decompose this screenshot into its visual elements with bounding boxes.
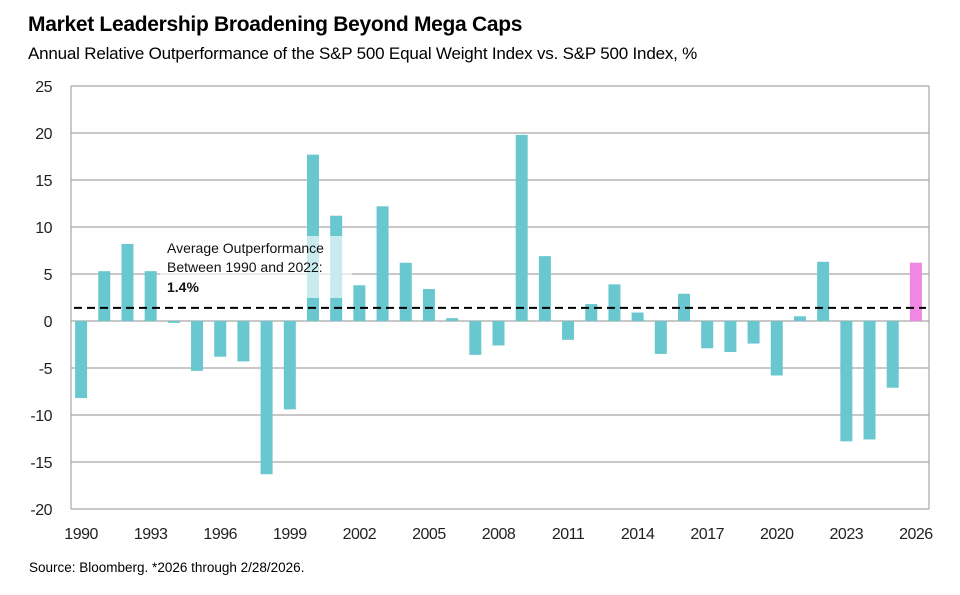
bar-2018 [724, 321, 737, 353]
annotation-background [160, 236, 352, 298]
annotation-line-1: Average Outperformance [167, 240, 324, 256]
bar-2025 [886, 321, 899, 388]
bar-2013 [608, 284, 621, 321]
x-tick-label: 1993 [134, 526, 168, 543]
x-tick-label: 1990 [64, 526, 98, 543]
bar-1991 [98, 271, 111, 321]
bar-2023 [840, 321, 853, 442]
plot-frame [70, 86, 930, 509]
chart-title: Market Leadership Broadening Beyond Mega… [28, 13, 523, 36]
bar-2011 [562, 321, 575, 340]
annotation-value: 1.4% [167, 279, 199, 295]
bar-1994 [167, 321, 180, 323]
bars [75, 134, 922, 475]
bar-2024 [863, 321, 876, 440]
bar-2021 [793, 316, 806, 321]
y-tick-label: -15 [30, 455, 52, 472]
y-tick-label: 20 [35, 126, 52, 143]
bar-2014 [631, 312, 644, 321]
bar-1993 [144, 271, 157, 321]
bar-1997 [237, 321, 250, 362]
x-tick-label: 2011 [552, 526, 585, 543]
bar-2010 [538, 256, 551, 321]
x-tick-label: 2008 [482, 526, 516, 543]
x-tick-label: 2002 [343, 526, 377, 543]
bar-2012 [585, 304, 598, 321]
bar-1999 [283, 321, 296, 410]
x-axis-ticks: 1990 1993 1996 1999 2002 2005 2008 2011 2014 2017… [64, 526, 934, 543]
bar-2015 [654, 321, 667, 354]
bar-2004 [399, 262, 412, 321]
bar-2003 [376, 206, 389, 321]
chart-subtitle: Annual Relative Outperformance of the S&… [28, 44, 698, 63]
x-tick-label: 2026 [899, 526, 933, 543]
bar-1990 [75, 321, 88, 399]
y-tick-label: 10 [35, 220, 52, 237]
y-axis-ticks: 25 20 15 10 5 0 -5 -10 -15 -20 [30, 79, 53, 519]
x-tick-label: 2005 [412, 526, 446, 543]
y-tick-label: -5 [39, 361, 53, 378]
y-tick-label: 15 [35, 173, 52, 190]
y-tick-label: 0 [44, 314, 53, 331]
y-tick-label: 5 [44, 267, 53, 284]
average-annotation: Average Outperformance Between 1990 and … [167, 240, 324, 295]
gridlines [71, 85, 929, 510]
x-tick-label: 1996 [203, 526, 237, 543]
x-tick-label: 2017 [690, 526, 724, 543]
x-tick-label: 2023 [830, 526, 864, 543]
source-note: Source: Bloomberg. *2026 through 2/28/20… [29, 560, 305, 575]
annotation-line-2: Between 1990 and 2022: [167, 259, 323, 275]
x-tick-label: 2020 [760, 526, 794, 543]
bar-2026 [909, 262, 922, 321]
bar-1995 [191, 321, 204, 371]
bar-1996 [214, 321, 227, 357]
y-tick-label: -10 [30, 408, 52, 425]
bar-1992 [121, 243, 134, 321]
bar-2017 [701, 321, 714, 349]
bar-2007 [469, 321, 482, 355]
bar-2022 [817, 261, 830, 321]
y-tick-label: -20 [30, 502, 52, 519]
bar-2016 [678, 293, 691, 321]
y-tick-label: 25 [35, 79, 52, 96]
bar-2002 [353, 285, 366, 321]
bar-2019 [747, 321, 760, 344]
bar-2005 [422, 289, 435, 321]
bar-1998 [260, 321, 273, 475]
x-tick-label: 2014 [621, 526, 655, 543]
bar-2009 [515, 134, 528, 321]
bar-2020 [770, 321, 783, 376]
bar-2006 [446, 318, 459, 321]
x-tick-label: 1999 [273, 526, 307, 543]
bar-2008 [492, 321, 505, 346]
